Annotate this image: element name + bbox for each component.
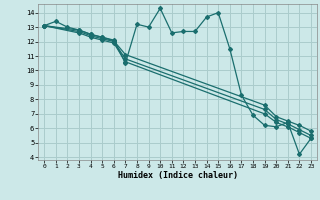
X-axis label: Humidex (Indice chaleur): Humidex (Indice chaleur)	[118, 171, 238, 180]
